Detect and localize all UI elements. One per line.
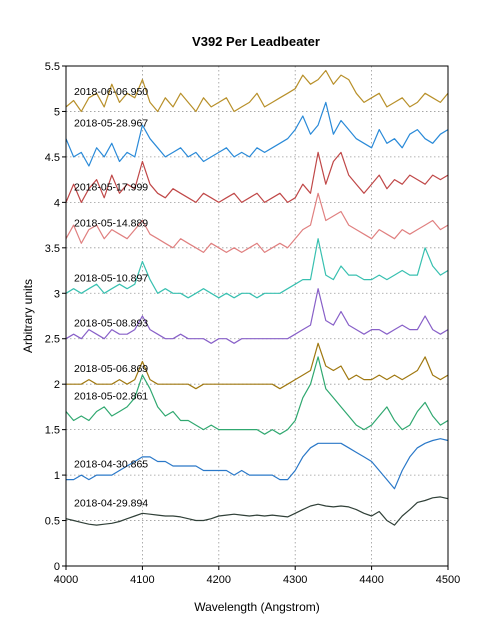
chart-title: V392 Per Leadbeater — [192, 34, 320, 49]
y-axis-label: Arbitrary units — [21, 279, 35, 353]
series-label: 2018-05-10.897 — [74, 272, 148, 284]
y-tick-label: 5.5 — [45, 61, 60, 73]
plot-frame — [65, 65, 449, 567]
series-label: 2018-06-06.950 — [74, 86, 148, 98]
series-label: 2018-04-30.865 — [74, 459, 148, 471]
series-label: 2018-05-28.967 — [74, 118, 148, 130]
y-axis-ticks: 0 0.5 1 1.5 2 2.5 3 3.5 4 4.5 5 5.5 — [45, 61, 66, 573]
x-tick-label: 4500 — [436, 574, 460, 586]
x-axis-label: Wavelength (Angstrom) — [194, 600, 320, 614]
y-tick-label: 3.5 — [45, 243, 60, 255]
y-tick-label: 0.5 — [45, 516, 60, 528]
y-tick-label: 4 — [54, 197, 60, 209]
x-axis-ticks: 4000 4100 4200 4300 4400 4500 — [54, 566, 460, 586]
series-line-2018-05-28.967 — [65, 101, 449, 167]
series-label: 2018-05-06.869 — [74, 363, 148, 375]
x-tick-label: 4200 — [207, 574, 231, 586]
y-tick-label: 1 — [54, 470, 60, 482]
series-line-2018-04-29.894 — [65, 496, 449, 526]
y-tick-label: 2 — [54, 379, 60, 391]
x-tick-label: 4300 — [283, 574, 307, 586]
series-lines — [65, 69, 449, 526]
series-label: 2018-05-08.893 — [74, 318, 148, 330]
series-line-2018-05-10.897 — [65, 238, 449, 299]
series-labels: 2018-06-06.950 2018-05-28.967 2018-05-17.9… — [74, 86, 148, 510]
series-line-2018-06-06.950 — [65, 69, 449, 113]
grid — [66, 66, 448, 566]
x-tick-label: 4100 — [130, 574, 154, 586]
series-line-2018-05-08.893 — [65, 288, 449, 344]
series-line-2018-05-06.869 — [66, 342, 449, 390]
y-tick-label: 2.5 — [45, 334, 60, 346]
y-tick-label: 1.5 — [45, 425, 60, 437]
series-line-2018-04-30.865 — [66, 438, 449, 490]
series-line-2018-05-17.999 — [65, 151, 449, 203]
x-tick-label: 4400 — [359, 574, 383, 586]
series-line-2018-05-02.861 — [65, 356, 449, 435]
x-tick-label: 4000 — [54, 574, 78, 586]
y-tick-label: 4.5 — [45, 152, 60, 164]
series-line-2018-05-14.889 — [65, 192, 449, 253]
series-label: 2018-05-17.999 — [74, 181, 148, 193]
series-label: 2018-05-14.889 — [74, 218, 148, 230]
y-tick-label: 0 — [54, 561, 60, 573]
series-label: 2018-05-02.861 — [74, 390, 148, 402]
series-label: 2018-04-29.894 — [74, 498, 148, 510]
y-tick-label: 3 — [54, 288, 60, 300]
y-tick-label: 5 — [54, 106, 60, 118]
